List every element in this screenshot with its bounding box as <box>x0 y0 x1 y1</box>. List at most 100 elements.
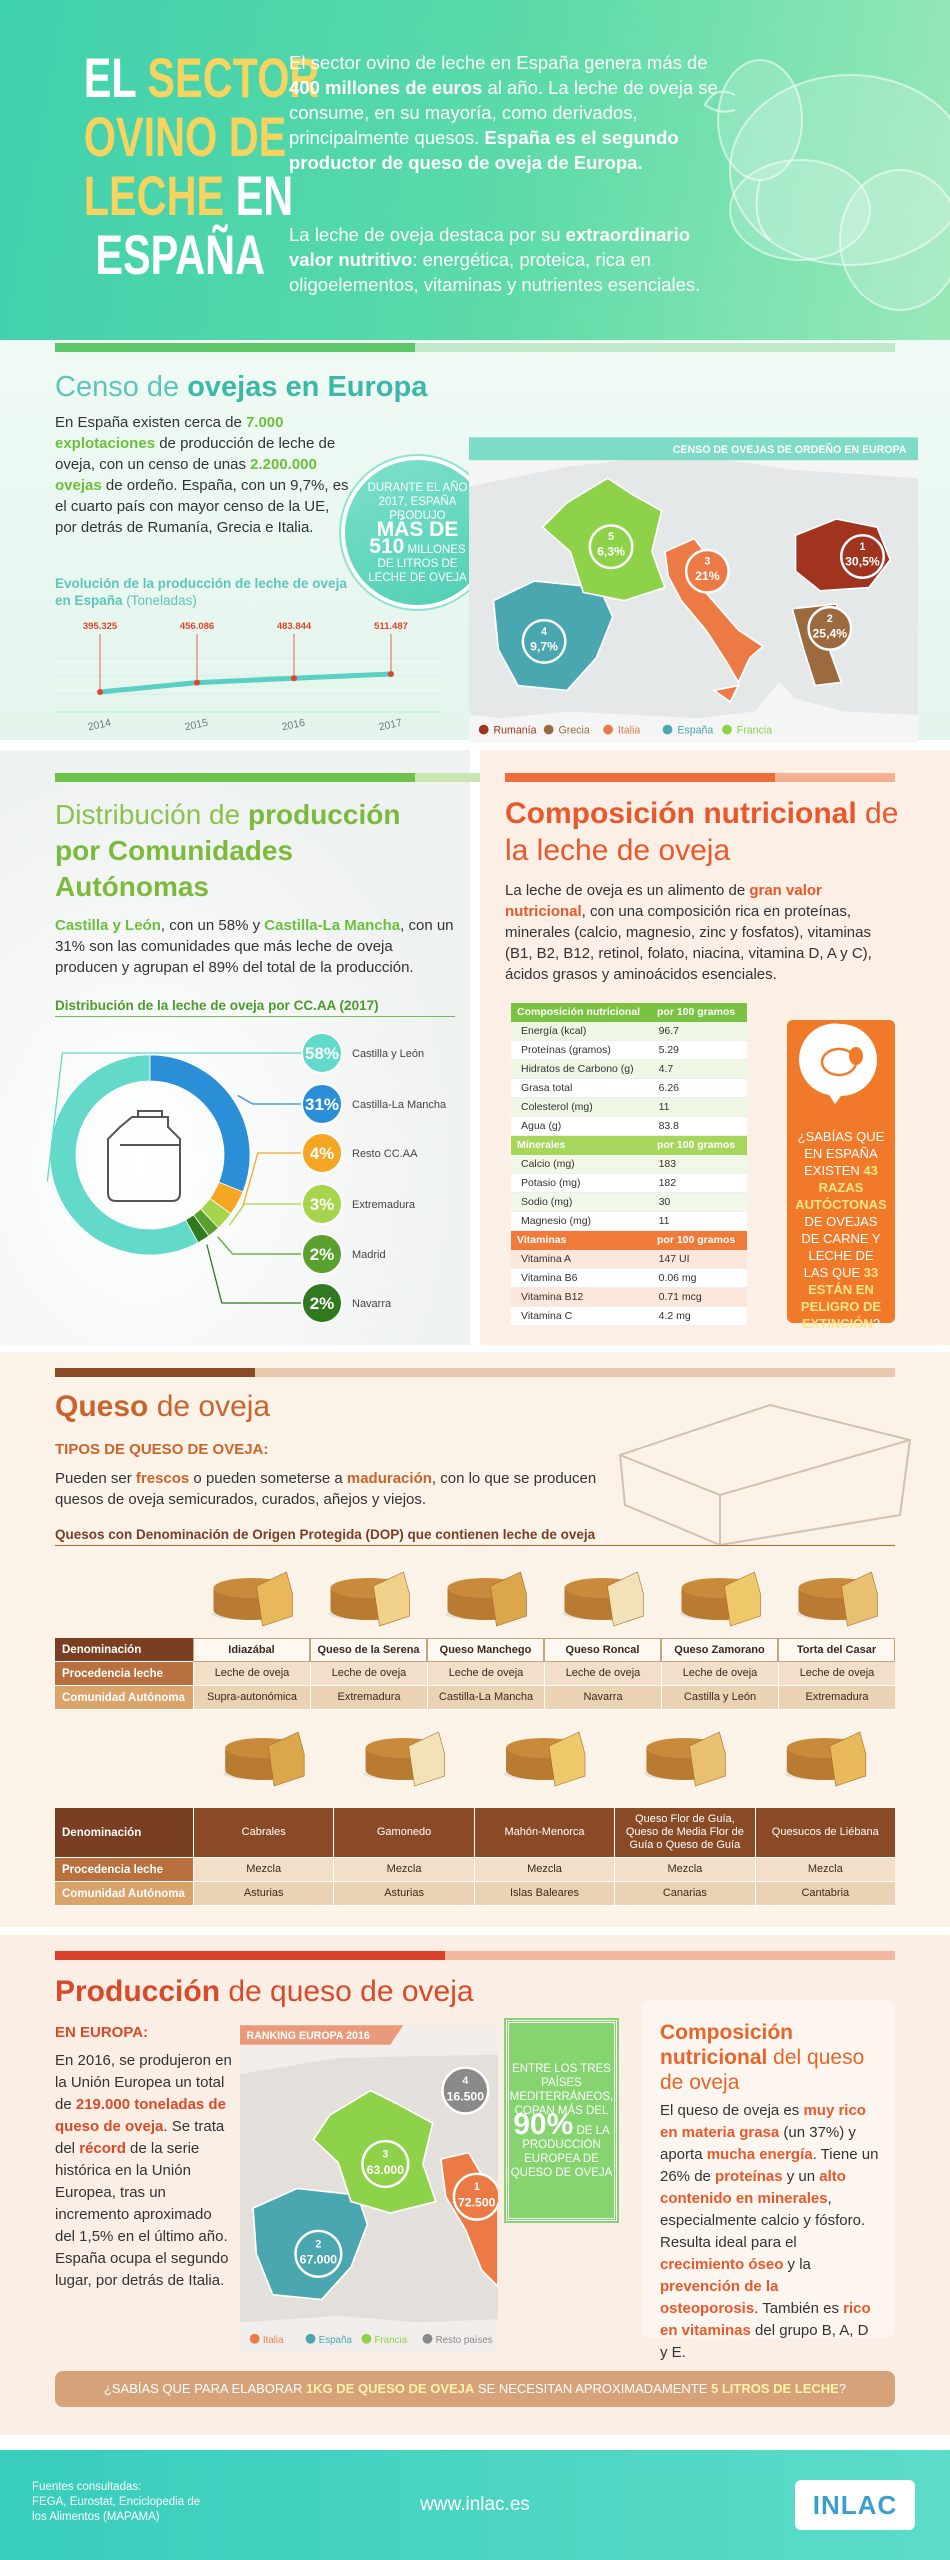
table-cell: Extremadura <box>310 1686 427 1710</box>
nutricion-title: Composición nutricional de la leche de o… <box>505 795 905 869</box>
queso-subtitle: TIPOS DE QUESO DE OVEJA: <box>55 1441 269 1458</box>
table-cell: 30 <box>658 1196 671 1208</box>
map-marker <box>361 2139 410 2189</box>
map-marker <box>441 2066 490 2115</box>
nutricion-text: La leche de oveja es un alimento de gran… <box>505 880 890 985</box>
legend-swatch <box>722 724 732 735</box>
header-text-part: España es el segundo productor de queso … <box>289 127 679 173</box>
header-paragraph: La leche de oveja destaca por su extraor… <box>289 222 739 297</box>
censo-text-part: de ordeño. España, con un 9,7%, es el cu… <box>55 477 349 536</box>
label-circle <box>301 1032 343 1074</box>
table-cell: Leche de oveja <box>661 1662 778 1686</box>
banner-text-part: ? <box>838 2381 847 2396</box>
value-label: 395.325 <box>83 621 118 632</box>
legend-swatch <box>361 2333 372 2344</box>
row-label: Procedencia leche <box>55 1662 193 1686</box>
production-line <box>97 671 394 695</box>
marker-rank: 2 <box>315 2238 321 2250</box>
banner-text-part: SE NECESITAN APROXIMADAMENTE <box>474 2381 711 2396</box>
distribucion-title-part: Distribución de <box>55 799 248 830</box>
x-tick-label: 2017 <box>378 717 403 734</box>
nutrition-box-text-part: mucha energía <box>706 2146 813 2163</box>
table-row: Colesterol (mg) 11 <box>511 1098 747 1117</box>
callout-text-part: DE LA PRODUCCIÓN EUROPEA DE QUESO DE OVE… <box>510 2124 613 2179</box>
queso-title: Queso de oveja <box>55 1388 455 1426</box>
title-line: OVINO DE <box>84 107 287 167</box>
table-row: Vitamina B6 0.06 mg <box>511 1269 747 1288</box>
nutrition-box-text-part: y la <box>783 2256 811 2273</box>
table-cell: 182 <box>658 1177 677 1189</box>
section-bar <box>55 1951 445 1960</box>
table-cell: Energía (kcal) <box>521 1025 587 1037</box>
value-label: 2% <box>310 1294 335 1313</box>
table-cell: Colesterol (mg) <box>521 1101 593 1113</box>
table-cell: Leche de oveja <box>193 1662 310 1686</box>
table-header-cell: Composición nutricional <box>517 1006 641 1018</box>
section-bar <box>775 773 895 782</box>
table-row: Potasio (mg) 182 <box>511 1174 747 1193</box>
line-chart: 395.325 2014 456.086 2015 483.844 2016 511.487… <box>55 621 440 734</box>
value-label: 2% <box>310 1245 335 1264</box>
header-text-part: La leche de oveja destaca por su <box>289 224 566 245</box>
chart-title: Evolución de la producción de leche de o… <box>55 575 355 609</box>
marker-rank: 5 <box>608 531 614 543</box>
banner: ¿SABÍAS QUE PARA ELABORAR 1KG DE QUESO D… <box>55 2371 895 2407</box>
info-box-text-part: ? <box>872 1316 881 1331</box>
table-cell: Hidratos de Carbono (g) <box>521 1063 634 1075</box>
icon-sheep <box>849 1047 863 1065</box>
table-cell: Canarias <box>614 1882 755 1906</box>
value-label: 511.487 <box>374 621 408 632</box>
cheese-sketch <box>618 1403 912 1547</box>
callout-text-part: MILLONES DE LITROS DE LECHE DE OVEJA <box>368 543 467 584</box>
sheep-outline <box>703 90 771 241</box>
leader-line <box>217 1236 302 1255</box>
table-cell: 4.2 mg <box>658 1310 691 1322</box>
censo-text-part: 2.200.000 ovejas <box>55 456 317 494</box>
value-label: 58% <box>305 1044 339 1063</box>
label-circle <box>301 1233 343 1275</box>
header-text-part: extraordinario valor nutritivo <box>289 224 691 270</box>
censo-title: Censo de ovejas en Europa <box>55 368 475 408</box>
produccion-title-part: Producción <box>55 1975 221 2008</box>
label-circle <box>301 1083 343 1125</box>
table-cell: Gamonedo <box>333 1808 474 1858</box>
nutrition-box <box>642 2000 895 2338</box>
callout-text-part: ENTRE LOS TRES PAÍSES MEDITERRÁNEOS, COP… <box>509 2062 614 2117</box>
table-cell: Torta del Casar <box>778 1638 895 1662</box>
censo-title-part: ovejas en Europa <box>187 371 428 403</box>
callout-text: ENTRE LOS TRES PAÍSES MEDITERRÁNEOS, COP… <box>510 2062 614 2180</box>
table-cell: Calcio (mg) <box>521 1158 575 1170</box>
nutrition-box-text: El queso de oveja es muy rico en materia… <box>660 2100 880 2364</box>
table-cell: Queso de la Serena <box>310 1638 427 1662</box>
map-title-bar <box>469 437 918 461</box>
info-box-text-part: ¿SABÍAS QUE EN ESPAÑA EXISTEN <box>797 1129 885 1178</box>
leader-line <box>237 1094 302 1105</box>
table-cell: Queso Roncal <box>544 1638 661 1662</box>
distribucion-text: Castilla y León, con un 58% y Castilla-L… <box>55 915 455 978</box>
marker-label: 25,4% <box>812 626 847 640</box>
title-line: ESPAÑA <box>84 225 265 285</box>
table-header-cell: Minerales <box>517 1139 566 1151</box>
marker-rank: 1 <box>474 2181 480 2193</box>
distribucion-title: Distribución de producción por Comunidad… <box>55 797 435 905</box>
title-word: EL <box>83 46 148 109</box>
table-cell: Vitamina A <box>521 1253 572 1265</box>
nutricion-title-part: de la leche de oveja <box>505 797 899 867</box>
label-circle <box>301 1132 343 1174</box>
info-box-text: ¿SABÍAS QUE EN ESPAÑA EXISTEN 43 RAZAS A… <box>795 1128 887 1332</box>
title-word: OVINO DE <box>83 105 287 168</box>
table-cell: Mezcla <box>614 1858 755 1882</box>
nutrition-box-text-part: crecimiento óseo <box>660 2256 784 2273</box>
nutrition-box-text-part: del grupo B, A, D y E. <box>660 2322 869 2361</box>
distribucion-text-part: , con un 58% y <box>160 917 265 934</box>
nutrition-box-text-part: , especialmente calcio y fósforo. Result… <box>660 2190 866 2251</box>
produccion-text-part: 219.000 toneladas de queso de oveja <box>55 2096 226 2135</box>
map-marker <box>684 548 730 594</box>
map-marker <box>294 2229 343 2278</box>
map-marker <box>452 2172 498 2221</box>
table-cell: Asturias <box>193 1882 334 1906</box>
info-box-text-part: DE OVEJAS DE CARNE Y LECHE DE LAS QUE <box>801 1214 881 1280</box>
table-cell: Mezcla <box>333 1858 474 1882</box>
table-row: Agua (g) 83.8 <box>511 1117 747 1136</box>
queso-text-part: maduración <box>346 1470 432 1487</box>
